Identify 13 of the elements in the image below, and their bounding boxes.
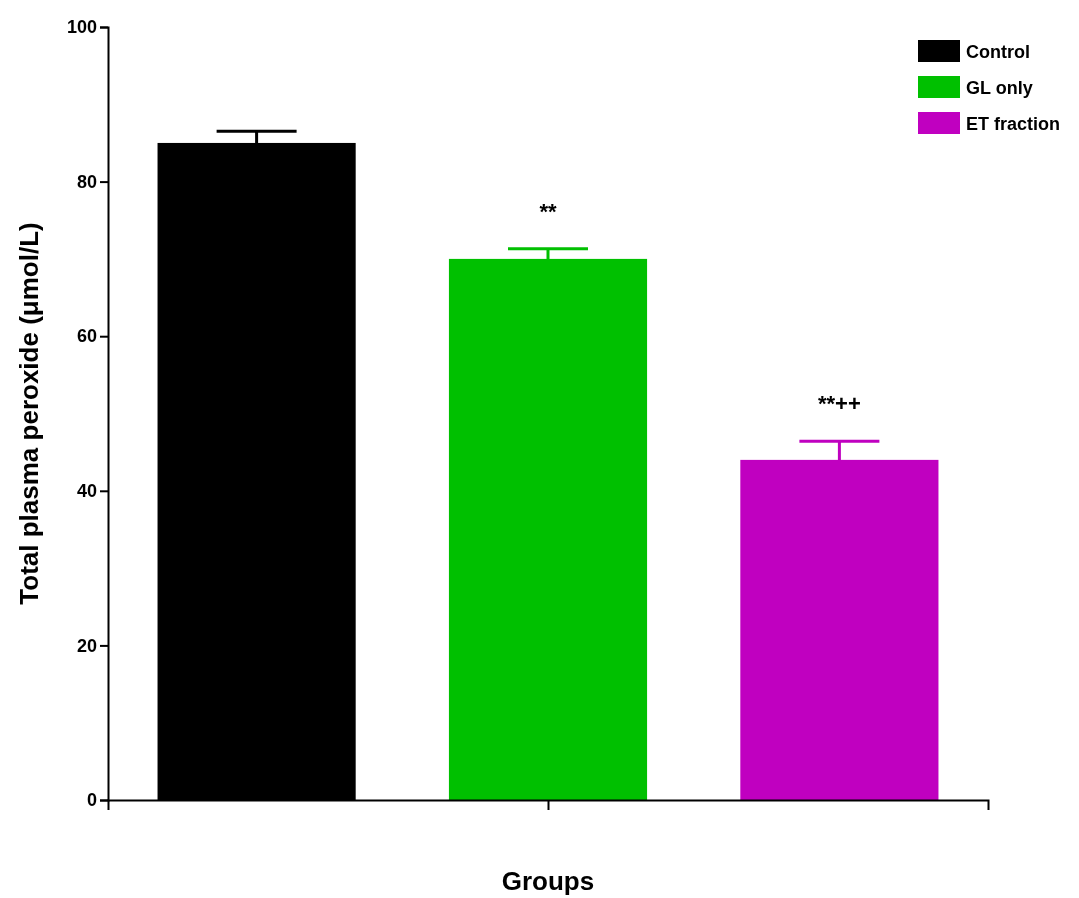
legend-label: ET fraction <box>966 114 1061 134</box>
x-axis-title: Groups <box>501 866 595 896</box>
legend-label: GL only <box>966 78 1033 98</box>
y-axis-title: Total plasma peroxide (μmol/L) <box>14 222 44 605</box>
y-tick-label: 0 <box>86 790 97 811</box>
y-tick-label: 60 <box>76 326 97 347</box>
annotation: ** <box>539 198 557 224</box>
y-tick-label: 20 <box>76 635 97 656</box>
annotation: **++ <box>817 391 861 417</box>
y-tick-label: 40 <box>76 481 97 502</box>
legend-label: Control <box>966 42 1030 62</box>
y-tick-label: 80 <box>76 171 97 192</box>
y-tick-label: 100 <box>66 17 97 38</box>
